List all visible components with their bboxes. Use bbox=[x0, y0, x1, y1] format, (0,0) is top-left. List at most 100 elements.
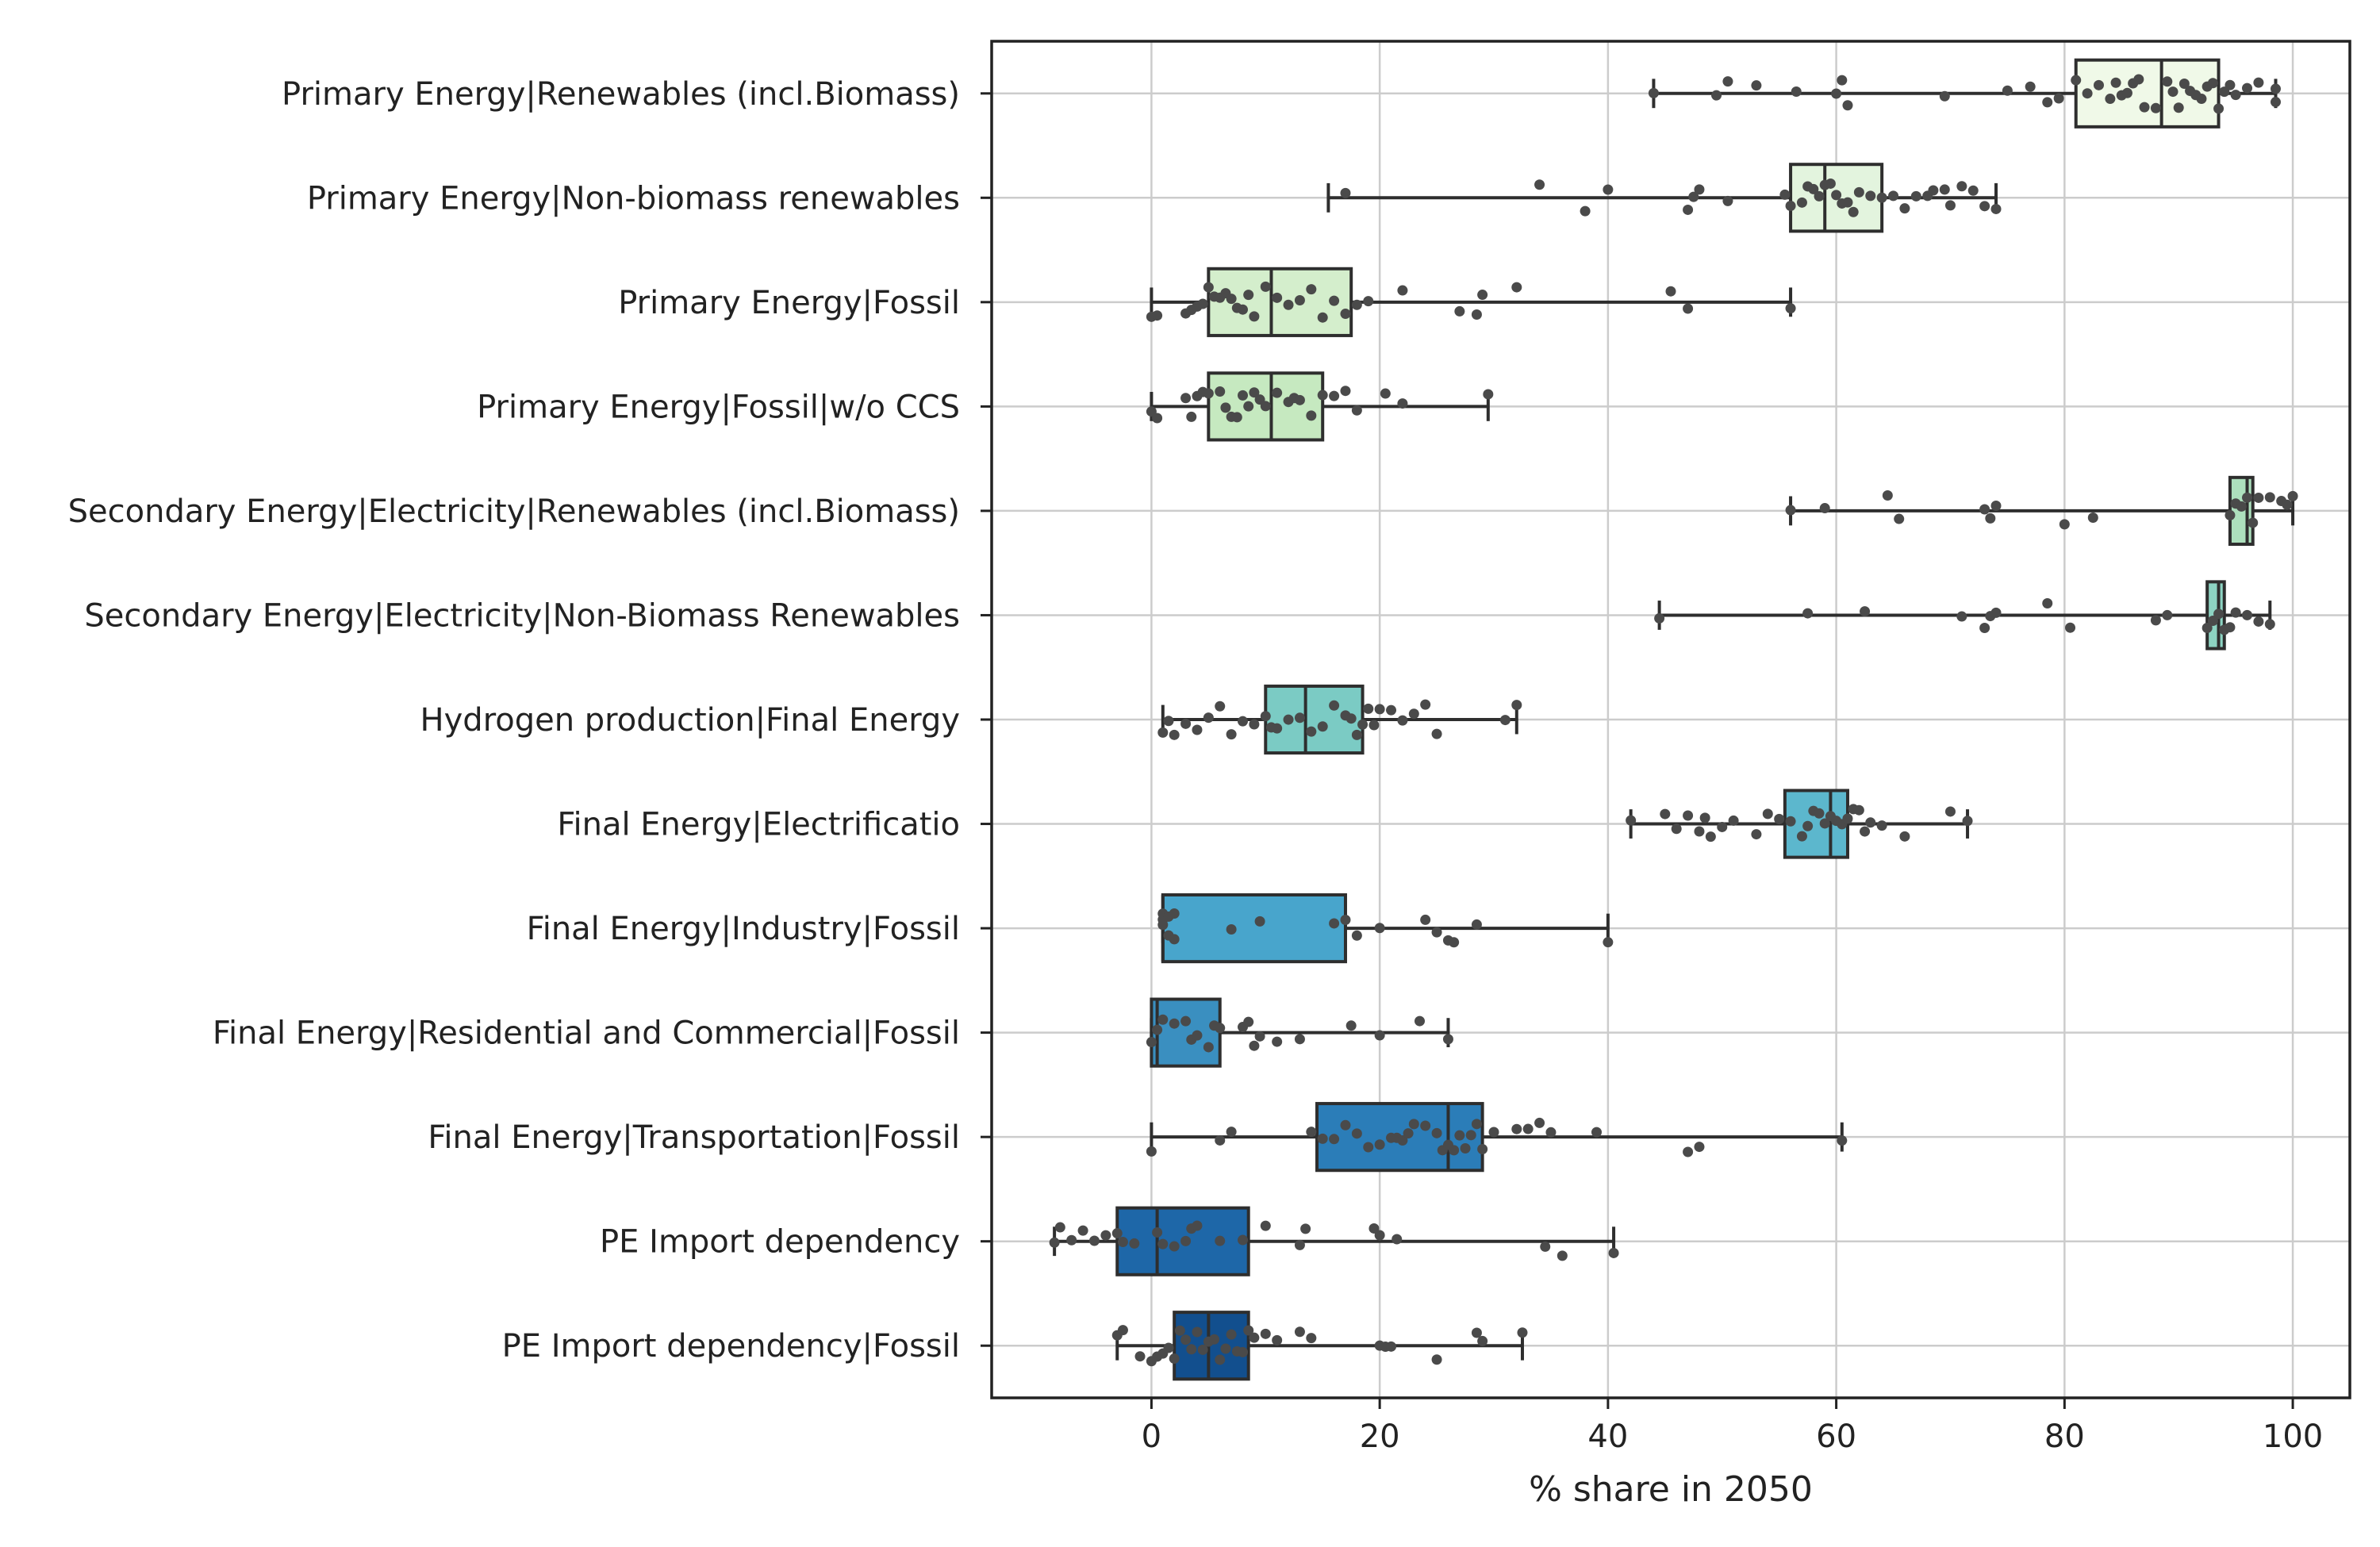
data-point bbox=[1152, 1024, 1163, 1035]
data-point bbox=[1722, 195, 1733, 206]
data-point bbox=[1876, 820, 1887, 831]
data-point bbox=[1802, 608, 1814, 619]
data-point bbox=[1728, 815, 1739, 826]
data-point bbox=[1979, 504, 1990, 515]
data-point bbox=[1226, 294, 1237, 305]
data-point bbox=[1077, 1225, 1088, 1236]
data-point bbox=[2139, 102, 2150, 113]
data-point bbox=[1186, 411, 1197, 422]
data-point bbox=[1825, 178, 1836, 189]
data-point bbox=[1751, 829, 1762, 840]
data-point bbox=[2110, 77, 2121, 88]
data-point bbox=[2178, 79, 2190, 90]
data-point bbox=[1511, 700, 1522, 711]
data-point bbox=[1608, 1247, 1619, 1258]
data-point bbox=[1088, 1235, 1100, 1246]
data-point bbox=[1431, 1127, 1442, 1138]
data-point bbox=[1717, 821, 1728, 832]
data-point bbox=[1671, 823, 1682, 835]
data-point bbox=[2264, 492, 2275, 503]
box-iqr bbox=[1783, 789, 1849, 859]
data-point bbox=[2162, 609, 2173, 620]
data-point bbox=[2253, 77, 2264, 88]
data-point bbox=[2270, 83, 2281, 94]
y-tick-label: Final Energy|Residential and Commercial|… bbox=[213, 1015, 960, 1052]
data-point bbox=[1152, 310, 1163, 321]
data-point bbox=[1865, 817, 1876, 828]
data-point bbox=[1152, 413, 1163, 424]
data-point bbox=[2287, 490, 2298, 501]
data-point bbox=[1317, 721, 1328, 732]
data-point bbox=[1374, 704, 1385, 715]
data-point bbox=[1169, 908, 1180, 919]
data-point bbox=[2065, 622, 2076, 633]
data-point bbox=[1134, 1351, 1146, 1362]
data-point bbox=[1962, 816, 1973, 827]
data-point bbox=[1711, 90, 1722, 101]
data-point bbox=[1100, 1230, 1111, 1241]
data-point bbox=[1220, 402, 1231, 413]
data-point bbox=[1540, 1241, 1551, 1252]
data-point bbox=[1648, 87, 1659, 98]
data-point bbox=[2282, 499, 2293, 510]
data-point bbox=[1939, 90, 1950, 102]
data-point bbox=[1180, 718, 1192, 729]
data-point bbox=[1860, 606, 1871, 617]
data-point bbox=[1944, 806, 1956, 817]
data-point bbox=[1174, 1325, 1185, 1336]
data-point bbox=[1944, 200, 1956, 211]
data-point bbox=[1990, 501, 2002, 512]
data-point bbox=[1785, 816, 1796, 827]
data-point bbox=[1163, 716, 1174, 727]
data-point bbox=[1420, 914, 1431, 925]
data-point bbox=[1545, 1127, 1557, 1138]
data-point bbox=[1819, 818, 1830, 829]
data-point bbox=[2248, 517, 2259, 528]
data-point bbox=[1231, 412, 1242, 423]
data-point bbox=[1329, 295, 1340, 306]
data-point bbox=[2025, 81, 2036, 92]
data-point bbox=[1420, 1120, 1431, 1131]
data-point bbox=[2196, 94, 2207, 105]
data-point bbox=[1260, 281, 1271, 292]
y-tick-label: Hydrogen production|Final Energy bbox=[420, 702, 960, 739]
data-point bbox=[1471, 1119, 1482, 1130]
data-point bbox=[1203, 1042, 1214, 1053]
data-point bbox=[1499, 715, 1511, 726]
data-point bbox=[2230, 607, 2241, 618]
data-point bbox=[1157, 919, 1169, 931]
data-point bbox=[1477, 290, 1488, 301]
data-point bbox=[1626, 815, 1637, 826]
data-point bbox=[1534, 1117, 1545, 1128]
data-point bbox=[1329, 1134, 1340, 1145]
x-tick-label: 100 bbox=[2263, 1418, 2323, 1455]
data-point bbox=[1340, 187, 1351, 198]
data-point bbox=[1249, 387, 1260, 398]
data-point bbox=[1837, 1135, 1848, 1146]
data-point bbox=[1345, 713, 1357, 724]
data-point bbox=[1238, 1346, 1249, 1357]
data-point bbox=[1357, 719, 1368, 730]
data-point bbox=[1186, 1344, 1197, 1355]
data-point bbox=[1837, 75, 1848, 86]
data-point bbox=[1654, 612, 1665, 624]
data-point bbox=[1694, 826, 1705, 837]
data-point bbox=[1260, 1328, 1271, 1339]
data-point bbox=[1351, 405, 1362, 416]
data-point bbox=[1762, 808, 1773, 820]
data-point bbox=[1192, 1220, 1203, 1231]
data-point bbox=[1842, 813, 1853, 824]
data-point bbox=[1386, 704, 1397, 716]
data-point bbox=[1380, 388, 1391, 399]
data-point bbox=[1477, 1335, 1488, 1346]
data-point bbox=[2253, 616, 2264, 627]
data-point bbox=[1368, 1223, 1380, 1234]
data-point bbox=[1157, 727, 1169, 738]
data-point bbox=[1979, 201, 1990, 212]
data-point bbox=[1471, 309, 1482, 320]
data-point bbox=[1899, 831, 1910, 842]
y-tick-label: Final Energy|Transportation|Fossil bbox=[428, 1119, 960, 1156]
data-point bbox=[2242, 609, 2253, 620]
data-point bbox=[1522, 1123, 1534, 1134]
data-point bbox=[1238, 304, 1249, 315]
